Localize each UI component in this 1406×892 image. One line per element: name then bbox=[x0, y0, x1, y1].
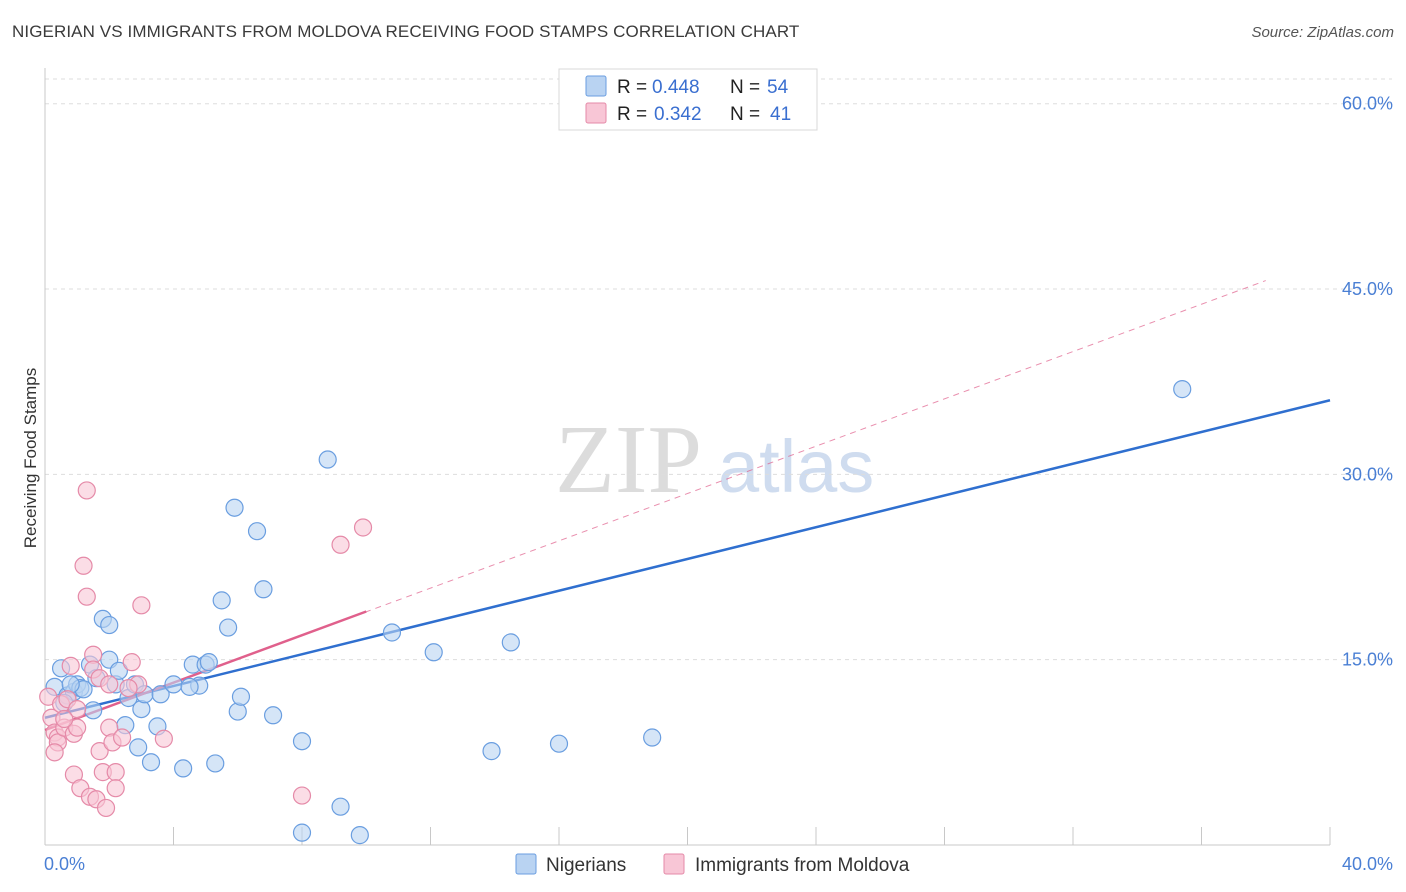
nigerians-point bbox=[129, 738, 148, 757]
moldova-point bbox=[61, 656, 80, 675]
legend-n-value: 54 bbox=[767, 77, 789, 98]
bottom-legend-swatch-moldova bbox=[663, 853, 685, 875]
nigerians-point bbox=[151, 685, 170, 704]
nigerians-point bbox=[247, 522, 267, 541]
nigerians-point bbox=[212, 591, 231, 610]
moldova-point bbox=[112, 728, 132, 747]
moldova-point bbox=[74, 556, 93, 575]
y-axis-label: Receiving Food Stamps bbox=[21, 368, 40, 548]
moldova-point bbox=[331, 535, 350, 554]
nigerians-point bbox=[100, 615, 119, 635]
legend-r-label: R = bbox=[617, 77, 647, 98]
source-label: Source: ZipAtlas.com bbox=[1251, 24, 1394, 41]
nigerians-point bbox=[219, 618, 238, 637]
bottom-legend-nigerians: Nigerians bbox=[546, 855, 626, 876]
watermark-zip: ZIP bbox=[555, 406, 702, 514]
nigerians-point bbox=[206, 754, 225, 773]
nigerians-point bbox=[231, 687, 251, 706]
nigerians-point bbox=[292, 823, 312, 842]
nigerians-point bbox=[350, 826, 369, 845]
legend-swatch-moldova bbox=[585, 102, 607, 124]
x-tick-label: 0.0% bbox=[44, 854, 85, 874]
nigerians-point bbox=[109, 661, 128, 680]
nigerians-point bbox=[331, 797, 350, 816]
nigerians-point bbox=[199, 653, 218, 672]
series-legend: Nigerians Immigrants from Moldova bbox=[515, 853, 910, 876]
nigerians-point bbox=[263, 706, 283, 725]
legend-r-value: 0.342 bbox=[654, 104, 702, 125]
moldova-point bbox=[68, 699, 87, 719]
nigerians-point bbox=[141, 753, 161, 772]
y-tick-label: 45.0% bbox=[1342, 279, 1393, 299]
nigerians-point bbox=[424, 643, 443, 662]
nigerians-point bbox=[132, 699, 151, 719]
moldova-point bbox=[122, 653, 141, 672]
nigerians-point bbox=[254, 580, 273, 599]
legend-n-label: N = bbox=[730, 77, 760, 98]
nigerians-point bbox=[174, 759, 193, 778]
nigerians-point bbox=[643, 728, 662, 747]
moldova-point bbox=[45, 743, 64, 762]
moldova-point bbox=[106, 779, 125, 798]
nigerians-point bbox=[180, 677, 199, 696]
chart-title: NIGERIAN VS IMMIGRANTS FROM MOLDOVA RECE… bbox=[12, 22, 800, 41]
nigerians-point bbox=[228, 702, 247, 721]
moldova-point bbox=[90, 742, 109, 761]
nigerians-point bbox=[1173, 380, 1192, 399]
legend-n-label: N = bbox=[730, 104, 760, 125]
bottom-legend-swatch-nigerians bbox=[515, 853, 537, 875]
nigerians-point bbox=[292, 732, 312, 751]
moldova-point bbox=[292, 786, 312, 805]
nigerians-point bbox=[382, 623, 402, 642]
axes: 15.0% 30.0% 45.0% 60.0% 0.0% 40.0% bbox=[44, 68, 1393, 874]
nigerians-point bbox=[501, 633, 520, 652]
y-tick-label: 60.0% bbox=[1342, 94, 1393, 114]
watermark-atlas: atlas bbox=[718, 425, 874, 508]
bottom-legend-moldova: Immigrants from Moldova bbox=[695, 855, 910, 876]
nigerians-trend-line bbox=[44, 399, 1331, 719]
legend-r-value: 0.448 bbox=[652, 77, 700, 98]
moldova-point bbox=[154, 729, 173, 748]
nigerians-point bbox=[164, 675, 183, 694]
nigerians-point bbox=[318, 450, 337, 469]
moldova-point bbox=[106, 763, 125, 782]
nigerians-point bbox=[482, 742, 501, 761]
grid-lines bbox=[45, 78, 1392, 661]
y-tick-label: 15.0% bbox=[1342, 650, 1393, 670]
moldova-point bbox=[353, 518, 373, 537]
legend-r-label: R = bbox=[617, 104, 647, 125]
moldova-point bbox=[96, 798, 116, 818]
moldova-trend-extension bbox=[44, 280, 1266, 731]
nigerians-point bbox=[549, 734, 569, 753]
nigerians-point bbox=[61, 675, 80, 694]
moldova-point bbox=[100, 675, 119, 694]
data-points bbox=[39, 380, 1192, 845]
moldova-point bbox=[55, 709, 74, 729]
stats-legend: R = 0.448 N = 54 R = 0.342 N = 41 bbox=[558, 68, 818, 131]
nigerians-point bbox=[84, 701, 103, 720]
legend-n-value: 41 bbox=[770, 104, 791, 125]
moldova-point bbox=[119, 678, 138, 698]
legend-swatch-nigerians bbox=[585, 75, 607, 97]
moldova-point bbox=[68, 718, 87, 737]
nigerians-point bbox=[225, 498, 244, 517]
moldova-point bbox=[77, 587, 96, 606]
x-tick-label: 40.0% bbox=[1342, 854, 1393, 874]
y-tick-label: 30.0% bbox=[1342, 464, 1393, 484]
moldova-point bbox=[132, 596, 151, 615]
moldova-point bbox=[77, 481, 96, 500]
